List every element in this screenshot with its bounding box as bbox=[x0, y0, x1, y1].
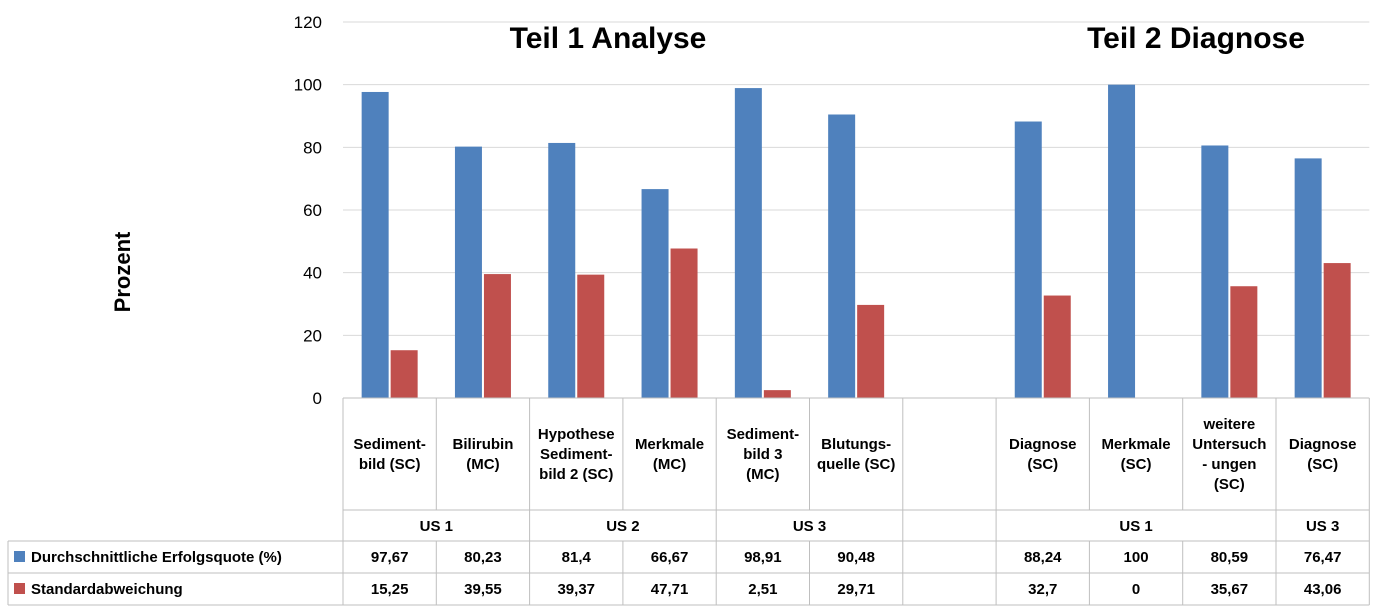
bar-standardabweichung bbox=[483, 274, 511, 398]
y-tick-label: 80 bbox=[303, 138, 322, 157]
data-cell: 29,71 bbox=[837, 581, 875, 598]
data-cell: 47,71 bbox=[651, 581, 689, 598]
category-label: Sediment-bild (SC) bbox=[353, 436, 426, 473]
category-label: Bilirubin (MC) bbox=[453, 436, 514, 473]
bar-erfolgsquote bbox=[1201, 145, 1229, 398]
bar-erfolgsquote bbox=[1294, 158, 1322, 398]
bar-standardabweichung bbox=[1230, 286, 1258, 398]
chart-labels: Teil 1 Analyse Teil 2 Diagnose Prozent bbox=[110, 22, 1305, 312]
group-label: US 1 bbox=[420, 518, 453, 535]
gridlines: 0 20 40 60 80 100 120 bbox=[294, 13, 1370, 408]
category-label: Merkmale (MC) bbox=[635, 436, 704, 473]
data-cell: 39,37 bbox=[557, 581, 595, 598]
data-cell: 66,67 bbox=[651, 549, 689, 566]
group-label: US 1 bbox=[1119, 518, 1152, 535]
category-label: Sediment-bild 3 (MC) bbox=[727, 426, 800, 483]
data-cell: 81,4 bbox=[562, 549, 592, 566]
data-cell: 35,67 bbox=[1211, 581, 1249, 598]
y-tick-label: 60 bbox=[303, 201, 322, 220]
bar-standardabweichung bbox=[670, 248, 698, 398]
bar-erfolgsquote bbox=[454, 146, 482, 398]
y-tick-label: 120 bbox=[294, 13, 322, 32]
data-cell: 80,59 bbox=[1211, 549, 1249, 566]
data-cell: 76,47 bbox=[1304, 549, 1342, 566]
data-cell: 90,48 bbox=[837, 549, 875, 566]
bar-standardabweichung bbox=[577, 274, 605, 398]
group-label: US 3 bbox=[793, 518, 826, 535]
data-cell: 0 bbox=[1132, 581, 1140, 598]
category-label: weitere Untersuch - ungen (SC) bbox=[1192, 416, 1266, 493]
legend-swatch bbox=[14, 551, 25, 562]
bar-standardabweichung bbox=[1043, 295, 1071, 398]
group-label: US 3 bbox=[1306, 518, 1339, 535]
y-axis-label: Prozent bbox=[110, 231, 135, 312]
category-label: Blutungs-quelle (SC) bbox=[817, 436, 895, 473]
data-cell: 80,23 bbox=[464, 549, 502, 566]
data-cell: 39,55 bbox=[464, 581, 502, 598]
y-tick-label: 20 bbox=[303, 326, 322, 345]
section-title-teil-1: Teil 1 Analyse bbox=[510, 22, 707, 55]
bar-standardabweichung bbox=[763, 390, 791, 398]
category-label: Hypothese Sediment-bild 2 (SC) bbox=[538, 426, 615, 483]
data-cell: 98,91 bbox=[744, 549, 782, 566]
data-cell: 43,06 bbox=[1304, 581, 1342, 598]
data-cell: 97,67 bbox=[371, 549, 409, 566]
y-tick-label: 40 bbox=[303, 264, 322, 283]
bar-erfolgsquote bbox=[1108, 84, 1136, 399]
legend-label: Standardabweichung bbox=[31, 581, 183, 598]
data-cell: 100 bbox=[1124, 549, 1149, 566]
bars bbox=[361, 84, 1351, 399]
bar-erfolgsquote bbox=[734, 88, 762, 398]
bar-erfolgsquote bbox=[548, 142, 576, 398]
group-label: US 2 bbox=[606, 518, 639, 535]
y-tick-label: 100 bbox=[294, 76, 322, 95]
y-tick-label: 0 bbox=[313, 389, 322, 408]
legend-swatch bbox=[14, 583, 25, 594]
data-cell: 32,7 bbox=[1028, 581, 1057, 598]
bar-erfolgsquote bbox=[1014, 121, 1042, 399]
category-label: Diagnose (SC) bbox=[1289, 436, 1357, 473]
bar-erfolgsquote bbox=[828, 114, 856, 398]
legend-label: Durchschnittliche Erfolgsquote (%) bbox=[31, 549, 282, 566]
category-label: Merkmale (SC) bbox=[1101, 436, 1170, 473]
bar-standardabweichung bbox=[1323, 263, 1351, 398]
data-cell: 2,51 bbox=[748, 581, 777, 598]
bar-standardabweichung bbox=[390, 350, 418, 398]
bar-erfolgsquote bbox=[361, 91, 389, 398]
data-table: Sediment-bild (SC) Bilirubin (MC) Hypothese… bbox=[7, 397, 1370, 606]
data-cell: 88,24 bbox=[1024, 549, 1062, 566]
bar-erfolgsquote bbox=[641, 189, 669, 398]
bar-standardabweichung bbox=[857, 304, 885, 398]
section-title-teil-2: Teil 2 Diagnose bbox=[1087, 22, 1305, 55]
category-label: Diagnose (SC) bbox=[1009, 436, 1077, 473]
data-cell: 15,25 bbox=[371, 581, 409, 598]
